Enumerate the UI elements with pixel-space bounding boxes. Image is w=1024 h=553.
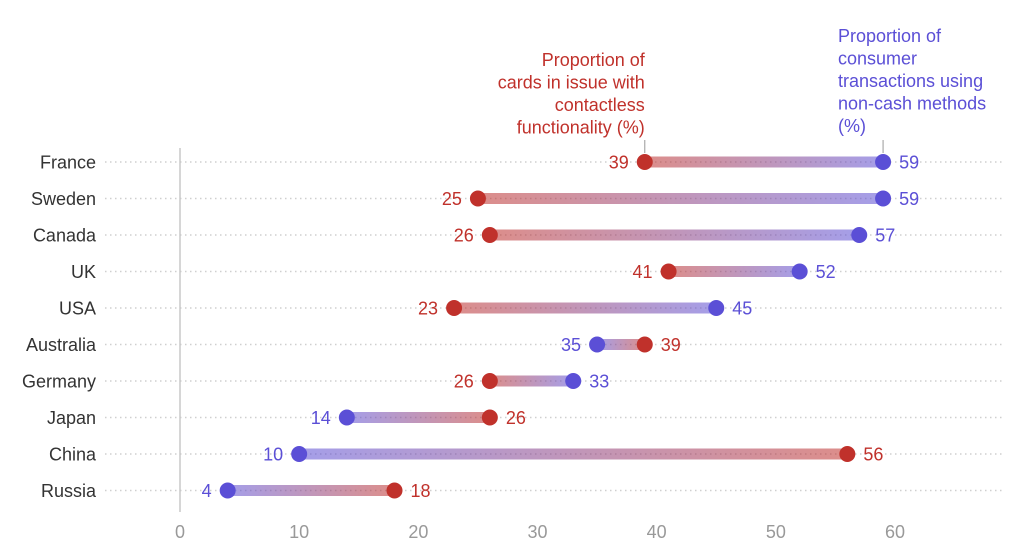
noncash-point xyxy=(219,482,236,499)
legend-noncash-line: consumer xyxy=(838,49,917,69)
contactless-value-label: 39 xyxy=(661,335,681,355)
noncash-value-label: 35 xyxy=(561,335,581,355)
contactless-value-label: 26 xyxy=(454,226,474,246)
noncash-point xyxy=(851,227,868,243)
x-tick-label: 30 xyxy=(527,522,547,542)
legend-contactless-line: functionality (%) xyxy=(517,118,645,138)
contactless-point xyxy=(636,154,653,170)
category-label: Australia xyxy=(26,335,97,355)
category-label: Canada xyxy=(33,226,97,246)
noncash-value-label: 59 xyxy=(899,153,919,173)
x-tick-label: 50 xyxy=(766,522,786,542)
noncash-point xyxy=(565,373,582,389)
contactless-value-label: 26 xyxy=(454,372,474,392)
gridlines xyxy=(105,161,1005,492)
category-labels: France Sweden Canada UK USA Australia Germany J… xyxy=(22,153,97,502)
legend-noncash-line: non-cash methods xyxy=(838,94,986,114)
noncash-value-label: 45 xyxy=(732,299,752,319)
contactless-point xyxy=(636,336,653,353)
contactless-value-label: 18 xyxy=(411,481,431,501)
legend-noncash-line: transactions using xyxy=(838,71,983,91)
noncash-value-label: 33 xyxy=(589,372,609,392)
noncash-point xyxy=(338,409,355,426)
noncash-point xyxy=(589,336,606,353)
legend-noncash-line: (%) xyxy=(838,116,866,136)
noncash-value-label: 57 xyxy=(875,226,895,246)
category-label: France xyxy=(40,153,96,173)
legend-noncash-line: Proportion of xyxy=(838,26,942,46)
category-label: Japan xyxy=(47,408,96,428)
noncash-point xyxy=(875,154,892,170)
category-label: Sweden xyxy=(31,189,96,209)
x-tick-label: 0 xyxy=(175,522,185,542)
contactless-point xyxy=(469,190,486,207)
noncash-value-label: 59 xyxy=(899,189,919,209)
contactless-value-label: 26 xyxy=(506,408,526,428)
category-label: China xyxy=(49,445,97,465)
contactless-point xyxy=(446,300,463,316)
category-label: Germany xyxy=(22,372,96,392)
x-tick-label: 20 xyxy=(408,522,428,542)
contactless-value-label: 56 xyxy=(863,445,883,465)
x-axis: 0 10 20 30 40 50 60 xyxy=(175,148,905,542)
noncash-point xyxy=(875,190,892,207)
contactless-point xyxy=(386,482,403,499)
legend: Proportion of cards in issue withcontactl… xyxy=(498,26,986,153)
category-label: Russia xyxy=(41,481,97,501)
contactless-point xyxy=(481,409,498,426)
noncash-value-label: 14 xyxy=(311,408,331,428)
contactless-point xyxy=(660,263,677,280)
x-tick-label: 60 xyxy=(885,522,905,542)
noncash-point xyxy=(708,300,725,316)
x-tick-label: 10 xyxy=(289,522,309,542)
category-label: USA xyxy=(59,299,96,319)
contactless-value-label: 39 xyxy=(609,153,629,173)
noncash-value-label: 52 xyxy=(816,262,836,282)
contactless-value-label: 23 xyxy=(418,299,438,319)
category-label: UK xyxy=(71,262,96,282)
noncash-value-label: 10 xyxy=(263,445,283,465)
noncash-point xyxy=(791,263,808,280)
noncash-value-label: 4 xyxy=(202,481,212,501)
contactless-point xyxy=(481,373,498,389)
legend-contactless-line: contactless xyxy=(555,95,645,115)
legend-contactless-line: cards in issue with xyxy=(498,73,645,93)
legend-contactless-line: Proportion of xyxy=(542,50,646,70)
contactless-value-label: 25 xyxy=(442,189,462,209)
contactless-value-label: 41 xyxy=(633,262,653,282)
contactless-point xyxy=(839,446,856,462)
dumbbells: 39 59 25 59 26 57 41 52 23 45 39 35 26 33 26 14 56 10 18 4 xyxy=(202,153,919,502)
x-tick-label: 40 xyxy=(647,522,667,542)
contactless-point xyxy=(481,227,498,243)
noncash-point xyxy=(291,446,308,462)
